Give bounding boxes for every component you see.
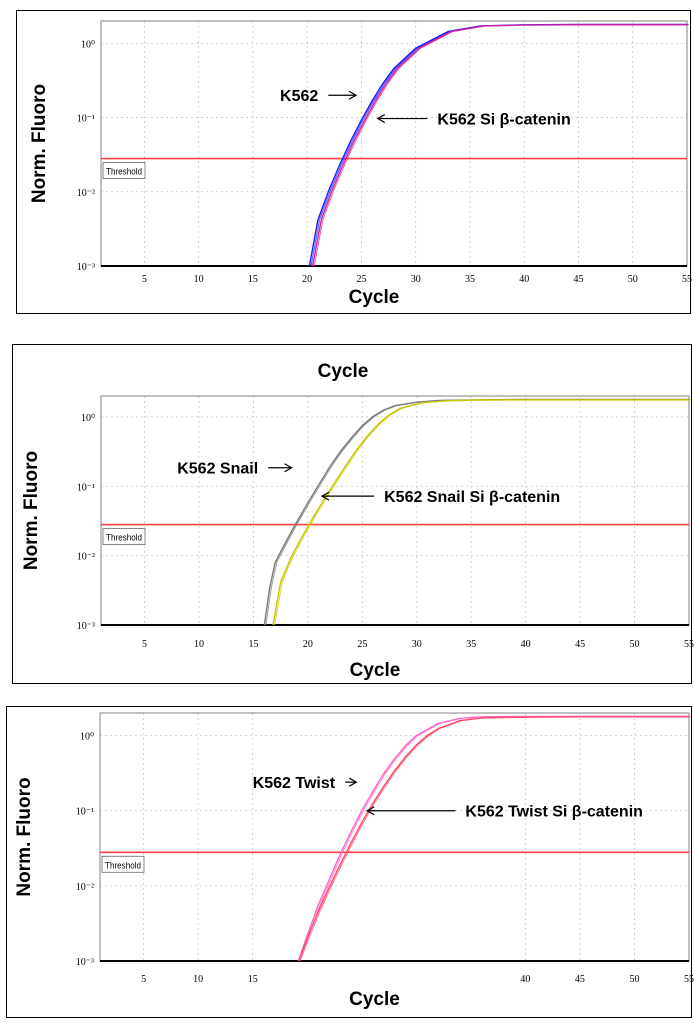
threshold-label-box xyxy=(102,528,146,546)
y-axis-title: Norm. Fluoro xyxy=(14,777,35,896)
x-tick-label: 20 xyxy=(302,274,312,285)
x-axis-title: Cycle xyxy=(350,660,401,681)
annotation-label: K562 Si β-catenin xyxy=(437,112,570,129)
x-tick-label: 20 xyxy=(303,639,313,650)
chart-panel-2: 5 10 15 20 25 30 35 40 45 50 55 10⁻³ 10⁻² 10⁻¹ 10⁰ Thre… xyxy=(12,344,694,684)
chart-2-svg: 5 10 15 20 25 30 35 40 45 50 55 10⁻³ 10⁻² 10⁻¹ 10⁰ Thre… xyxy=(21,361,694,681)
x-tick-label: 10 xyxy=(194,274,204,285)
x-tick-label: 15 xyxy=(248,974,258,985)
series-replicate-line-1 xyxy=(299,715,691,962)
annotation-arrow-head xyxy=(366,806,375,816)
x-tick-label: 25 xyxy=(356,274,366,285)
x-axis-title: Cycle xyxy=(349,287,400,308)
x-tick-label: 25 xyxy=(357,639,367,650)
series-replicate-line-2 xyxy=(299,716,691,962)
x-tick-label: 55 xyxy=(682,274,692,285)
y-tick-label: 10⁰ xyxy=(80,732,94,743)
threshold-label: Threshold xyxy=(106,167,142,177)
x-tick-label: 5 xyxy=(141,974,146,985)
annotation-label: K562 Twist Si β-catenin xyxy=(465,804,643,821)
y-tick-label: 10⁻¹ xyxy=(76,807,94,818)
y-tick-label: 10⁰ xyxy=(81,413,95,424)
y-tick-label: 10⁻³ xyxy=(76,957,94,968)
threshold-label-box xyxy=(102,162,146,179)
x-tick-label: 45 xyxy=(575,639,585,650)
x-tick-label: 10 xyxy=(193,974,203,985)
x-tick-label: 55 xyxy=(684,974,694,985)
y-tick-label: 10⁻³ xyxy=(77,621,95,632)
x-tick-label: 5 xyxy=(142,639,147,650)
x-tick-label: 10 xyxy=(194,639,204,650)
chart-panel-3: 5 10 15 40 45 50 55 10⁻³ 10⁻² 10⁻¹ 10⁰ Threshold K56… xyxy=(6,706,694,1018)
annotation-arrow-head xyxy=(348,90,358,100)
x-tick-label: 35 xyxy=(465,274,475,285)
y-axis-title: Norm. Fluoro xyxy=(21,451,42,570)
x-tick-label: 55 xyxy=(684,639,694,650)
threshold-label: Threshold xyxy=(106,533,142,543)
series-replicate-line-1 xyxy=(310,23,689,267)
series-replicate-line-2 xyxy=(313,24,689,267)
x-tick-label: 15 xyxy=(248,639,258,650)
chart-panel-1: 5 10 15 20 25 30 35 40 45 50 55 10⁻³ 10⁻² 10⁻¹ 10⁰ Thre… xyxy=(16,10,692,314)
chart-3-svg: 5 10 15 40 45 50 55 10⁻³ 10⁻² 10⁻¹ 10⁰ Threshold K56… xyxy=(14,712,694,1010)
y-tick-label: 10⁰ xyxy=(81,39,95,50)
y-tick-label: 10⁻¹ xyxy=(77,114,95,125)
x-tick-label: 5 xyxy=(142,274,147,285)
threshold-label: Threshold xyxy=(105,860,141,870)
annotation-label: K562 Snail xyxy=(177,461,258,478)
y-tick-label: 10⁻² xyxy=(77,552,95,563)
series-line-1 xyxy=(308,23,687,267)
y-tick-label: 10⁻² xyxy=(76,882,94,893)
plot-area xyxy=(100,20,688,267)
y-axis-title: Norm. Fluoro xyxy=(29,84,50,203)
x-tick-label: 15 xyxy=(248,274,258,285)
series-line-2 xyxy=(297,716,689,962)
x-tick-label: 50 xyxy=(630,639,640,650)
annotation-arrow-head xyxy=(349,777,358,787)
y-tick-label: 10⁻¹ xyxy=(77,482,95,493)
plot-area xyxy=(99,712,690,962)
y-tick-label: 10⁻³ xyxy=(77,262,95,273)
x-tick-label: 50 xyxy=(628,274,638,285)
annotation-label: K562 xyxy=(280,88,318,105)
series-replicate-line-1 xyxy=(265,399,691,626)
annotation-arrow-head xyxy=(284,463,293,473)
series-line-2 xyxy=(311,24,687,267)
x-tick-label: 40 xyxy=(521,639,531,650)
annotation-label: K562 Twist xyxy=(253,775,336,792)
x-tick-label: 40 xyxy=(520,974,530,985)
chart-title: Cycle xyxy=(318,361,369,382)
annotation-arrow-head xyxy=(320,491,330,501)
series-line-1 xyxy=(263,398,689,626)
x-tick-label: 45 xyxy=(575,974,585,985)
plot-area xyxy=(100,395,690,626)
x-tick-label: 50 xyxy=(629,974,639,985)
x-tick-label: 30 xyxy=(411,274,421,285)
series-line-2 xyxy=(272,399,689,626)
annotation-arrow-head xyxy=(376,114,386,124)
chart-1-svg: 5 10 15 20 25 30 35 40 45 50 55 10⁻³ 10⁻² 10⁻¹ 10⁰ Thre… xyxy=(29,20,692,308)
x-tick-label: 40 xyxy=(519,274,529,285)
series-line-1 xyxy=(297,715,689,962)
x-tick-label: 35 xyxy=(466,639,476,650)
x-tick-label: 30 xyxy=(412,639,422,650)
y-tick-label: 10⁻² xyxy=(77,188,95,199)
x-axis-title: Cycle xyxy=(349,989,400,1010)
annotation-label: K562 Snail Si β-catenin xyxy=(384,489,560,506)
x-tick-label: 45 xyxy=(573,274,583,285)
series-replicate-line-2 xyxy=(274,399,691,626)
threshold-label-box xyxy=(101,855,145,873)
